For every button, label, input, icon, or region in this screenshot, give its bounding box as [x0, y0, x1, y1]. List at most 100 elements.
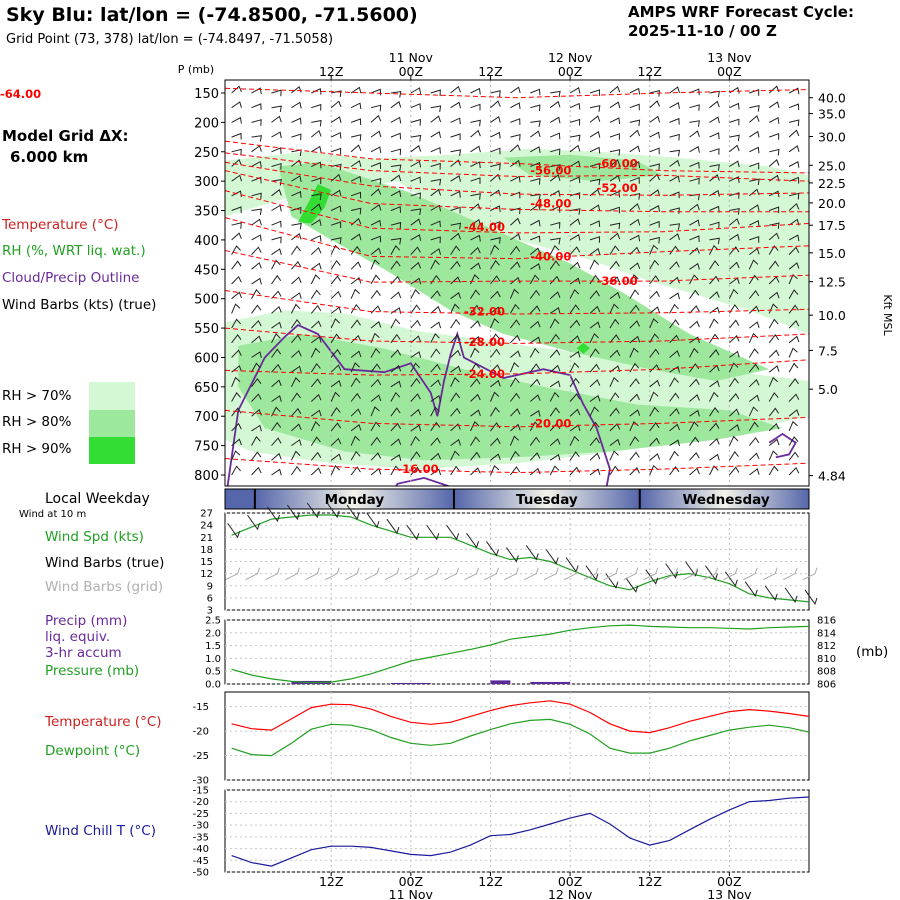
wind-barb [490, 391, 500, 402]
wind-barb [609, 276, 621, 285]
wind-barb [271, 220, 282, 228]
wind-barb [390, 391, 401, 402]
precip-label: Precip (mm) [45, 613, 128, 629]
isotherm [225, 217, 809, 260]
wind-barb [609, 133, 620, 140]
wind-barb [589, 421, 600, 432]
wind-barb [749, 204, 760, 212]
pressure-tick-label: 350 [194, 205, 219, 220]
wind-barb [669, 175, 680, 183]
wind-barb [490, 465, 500, 476]
wind-barb [609, 260, 620, 270]
wind-barb [609, 392, 620, 402]
wind-barb [709, 438, 720, 446]
precip-bar [390, 682, 431, 684]
wind-barb [589, 131, 601, 138]
wind-barb [748, 363, 760, 373]
wind-barb [589, 105, 601, 112]
wind-barb [330, 100, 342, 109]
wind-barb [649, 422, 660, 432]
wind-barb [589, 406, 599, 417]
wind-barb [788, 335, 800, 344]
wind-barb [649, 236, 660, 244]
surface-wind-barb [267, 506, 280, 523]
isotherm [225, 250, 809, 283]
wind-barb [629, 304, 640, 314]
precip-pressure-panel [224, 619, 810, 685]
wind-barb [709, 333, 720, 344]
wind-barb [808, 444, 809, 446]
wind-barb [470, 320, 481, 329]
top-time-label: 00Z [717, 64, 741, 79]
top-date-label: 13 Nov [707, 50, 752, 65]
wind-barb [748, 247, 760, 256]
wind-barb [231, 333, 242, 344]
wind-barb [509, 435, 520, 446]
wind-barb [370, 436, 381, 446]
wind-barb [709, 380, 720, 388]
wind-barb [490, 364, 501, 373]
cloud-outline [395, 476, 452, 486]
wind-barb [430, 321, 442, 329]
wind-barb [689, 452, 700, 461]
precip-tick-label: 1.0 [205, 654, 221, 665]
wind-barb [490, 163, 501, 171]
wind-barb [330, 244, 341, 255]
wind-barb [470, 193, 481, 200]
windchill-tick-label: -20 [193, 797, 209, 808]
legend-wind-barbs: Wind Barbs (kts) (true) [2, 297, 157, 313]
wind-barb [350, 423, 362, 432]
wind-barb [709, 221, 720, 229]
wind-barb [589, 452, 601, 461]
wind-barb [310, 393, 322, 402]
wind-barb [490, 379, 501, 388]
isotherm [225, 409, 809, 428]
wind-barb [530, 336, 541, 344]
wind-barb [689, 409, 700, 417]
wind-barb [311, 234, 322, 242]
wind-barb [748, 290, 760, 300]
wind-barb [808, 371, 809, 373]
wind-barb [291, 117, 302, 125]
wind-barb [430, 363, 441, 373]
pressure-tick-label: 200 [194, 116, 219, 131]
wind-barb [769, 206, 780, 214]
wind-barb [768, 190, 780, 198]
wind-barb [669, 223, 681, 230]
wind-barb [271, 204, 282, 212]
wind-barb [350, 350, 362, 358]
wind-barb [390, 333, 401, 344]
kft-tick-label: 20.0 [818, 196, 846, 211]
wind-barb [569, 377, 580, 388]
wind-barb [609, 303, 619, 314]
wind-barb [310, 362, 321, 373]
wind-barb [669, 392, 680, 402]
wind-barb [589, 259, 599, 270]
pressure-label: Pressure (mb) [45, 663, 140, 679]
wind-barb [768, 376, 778, 388]
rh80-area [238, 334, 783, 461]
surface-wind-barb [545, 549, 559, 565]
precip-tick-label: 0.5 [205, 667, 221, 678]
wind-tick-label: 24 [200, 521, 213, 532]
isotherm-label: -32.00 [464, 305, 505, 319]
wind-barb [430, 379, 441, 388]
wind-barb [529, 347, 540, 358]
wind-barb [271, 236, 282, 244]
wind-barb [729, 424, 740, 432]
wind-barb [470, 378, 481, 388]
surface-wind-barb [406, 524, 420, 541]
wind-barb [410, 144, 422, 153]
wind-barb [669, 133, 680, 141]
wind-barb [470, 119, 481, 127]
wind-barb [609, 222, 621, 230]
wind-barb [629, 436, 640, 446]
wind-barb [569, 118, 581, 126]
wind-barb [410, 103, 421, 110]
wind-barb [291, 349, 302, 358]
wind-barb [430, 89, 441, 97]
wind-barb [370, 378, 382, 388]
wind-barb [390, 349, 402, 358]
pressure-tick-label: 500 [194, 293, 219, 308]
wind-barb [251, 234, 262, 242]
